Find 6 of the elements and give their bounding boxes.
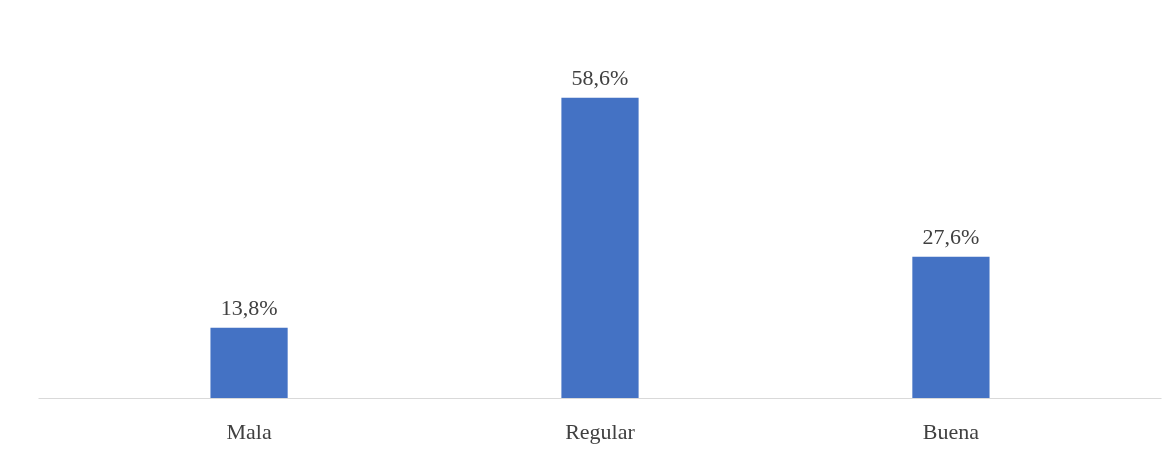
x-tick-label: Regular	[565, 418, 636, 444]
x-tick-label: Buena	[922, 418, 980, 444]
data-label: 27,6%	[922, 223, 980, 249]
data-label: 58,6%	[571, 64, 629, 90]
x-tick-label: Mala	[226, 418, 272, 444]
data-label: 13,8%	[220, 294, 278, 320]
